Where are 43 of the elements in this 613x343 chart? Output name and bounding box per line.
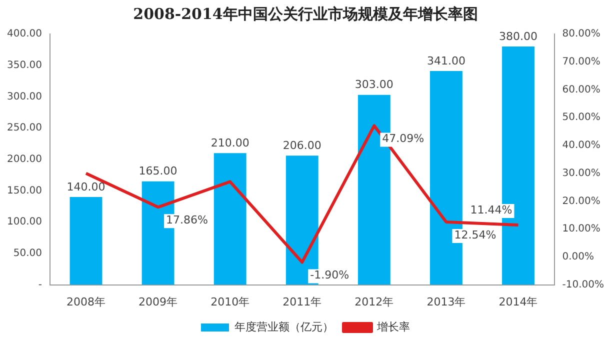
y-tick-label: 200.00 [6, 154, 42, 165]
x-tick-label: 2008年 [66, 295, 106, 308]
y2-tick-label: 30.00% [562, 168, 600, 179]
data-label: 341.00 [426, 54, 466, 68]
legend-label: 年度营业额（亿元） [234, 320, 334, 334]
x-tick-label: 2014年 [498, 295, 538, 308]
data-label: 11.44% [470, 203, 512, 216]
y2-tick-label: 10.00% [562, 224, 600, 235]
y2-tick-label: 40.00% [562, 140, 600, 152]
y-tick-label: 150.00 [6, 185, 42, 196]
data-label: 12.54% [454, 228, 496, 242]
y-tick-label: 300.00 [6, 91, 42, 102]
y2-tick-label: -10.00% [562, 279, 604, 290]
y2-tick-label: 80.00% [562, 28, 600, 40]
data-label: 140.00 [66, 180, 106, 194]
y-tick-label: 100.00 [6, 216, 42, 228]
y-tick-label: 250.00 [6, 122, 42, 134]
x-tick-label: 2012年 [354, 295, 394, 308]
data-label: 380.00 [498, 30, 538, 43]
y-tick-label: - [38, 279, 42, 290]
data-label: 206.00 [282, 138, 322, 152]
x-tick-label: 2009年 [138, 295, 178, 308]
y2-tick-label: 60.00% [562, 84, 600, 96]
y2-tick-label: 70.00% [562, 56, 600, 68]
data-label: 210.00 [210, 136, 250, 150]
bar [70, 197, 102, 285]
y2-tick-label: 0.00% [562, 252, 594, 263]
data-label: 303.00 [354, 78, 394, 92]
legend-label: 增长率 [376, 320, 410, 334]
data-label: 17.86% [166, 214, 208, 227]
y-tick-label: 350.00 [6, 60, 42, 71]
x-tick-label: 2011年 [282, 295, 322, 308]
y2-tick-label: 50.00% [562, 112, 600, 124]
y-tick-label: 400.00 [6, 28, 42, 40]
y2-tick-label: 20.00% [562, 196, 600, 207]
x-tick-label: 2013年 [426, 295, 466, 308]
x-tick-label: 2010年 [210, 295, 250, 308]
data-label: 47.09% [382, 132, 424, 146]
y-tick-label: 50.00 [13, 248, 42, 260]
chart-title: 2008-2014年中国公关行业市场规模及年增长率图 [133, 4, 478, 23]
data-label: -1.90% [310, 268, 350, 282]
bar [214, 153, 246, 285]
data-label: 165.00 [138, 164, 178, 178]
